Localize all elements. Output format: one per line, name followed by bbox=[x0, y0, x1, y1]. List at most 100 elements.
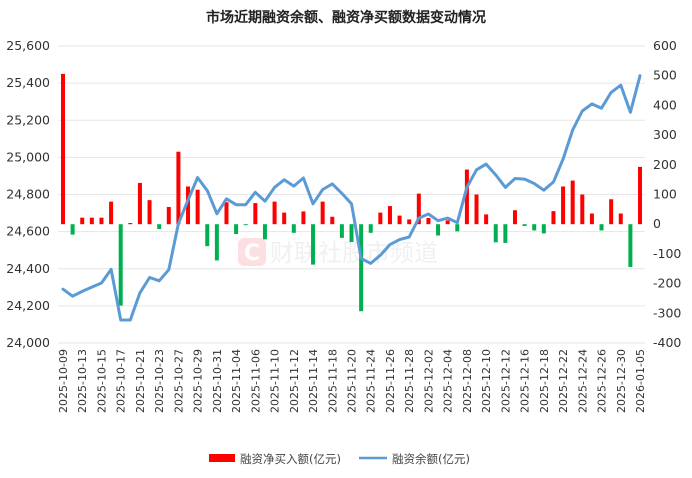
bar bbox=[628, 224, 633, 267]
bar bbox=[330, 216, 335, 225]
bar bbox=[195, 189, 200, 225]
bar bbox=[503, 224, 508, 243]
x-tick-label: 2025-11-10 bbox=[269, 349, 282, 413]
bar bbox=[282, 212, 287, 225]
bar bbox=[359, 224, 364, 312]
watermark-text: 财联社股市频道 bbox=[270, 239, 438, 267]
bar bbox=[147, 200, 152, 225]
bar bbox=[224, 202, 229, 225]
bar bbox=[70, 224, 75, 235]
x-tick-label: 2025-10-17 bbox=[115, 349, 128, 413]
y-right-tick-label: 400 bbox=[653, 97, 677, 112]
x-tick-label: 2025-10-29 bbox=[192, 349, 205, 413]
x-tick-label: 2025-10-31 bbox=[211, 349, 224, 413]
watermark-logo-letter: C bbox=[244, 241, 260, 266]
x-tick-label: 2025-12-12 bbox=[499, 349, 512, 413]
x-tick-label: 2026-01-05 bbox=[634, 349, 647, 413]
y-right-tick-label: -200 bbox=[653, 276, 681, 291]
bar bbox=[589, 213, 594, 225]
bar bbox=[61, 73, 65, 225]
bar bbox=[214, 224, 219, 261]
bar bbox=[128, 223, 133, 225]
bar bbox=[166, 206, 171, 225]
bar bbox=[580, 194, 585, 225]
bar bbox=[311, 224, 316, 265]
bar bbox=[609, 199, 614, 225]
y-left-tick-label: 24,600 bbox=[6, 224, 50, 239]
x-tick-label: 2025-12-24 bbox=[576, 349, 589, 413]
x-tick-label: 2025-12-08 bbox=[461, 349, 474, 413]
y-left-tick-label: 25,400 bbox=[6, 75, 50, 90]
y-left-tick-label: 25,600 bbox=[6, 38, 50, 53]
x-tick-label: 2025-12-26 bbox=[596, 349, 609, 413]
bar bbox=[512, 210, 517, 225]
x-tick-label: 2025-11-06 bbox=[249, 349, 262, 413]
bar bbox=[638, 166, 642, 225]
bar bbox=[320, 201, 325, 225]
bar bbox=[561, 186, 566, 225]
x-tick-label: 2025-12-30 bbox=[615, 349, 628, 413]
bar bbox=[262, 224, 267, 240]
bar bbox=[339, 224, 344, 238]
bar bbox=[243, 224, 248, 226]
bar bbox=[205, 224, 210, 247]
bar bbox=[551, 211, 556, 225]
legend: 融资净买入额(亿元) 融资余额(亿元) bbox=[209, 452, 470, 466]
watermark-logo bbox=[238, 238, 266, 266]
bar bbox=[522, 224, 527, 226]
bar bbox=[186, 186, 191, 225]
bar bbox=[618, 213, 623, 225]
bar bbox=[416, 193, 421, 225]
bar bbox=[426, 217, 431, 225]
bar bbox=[464, 169, 469, 225]
bar bbox=[484, 214, 489, 225]
y-left-tick-label: 24,400 bbox=[6, 261, 50, 276]
x-tick-label: 2025-12-16 bbox=[519, 349, 532, 413]
y-left-tick-label: 24,200 bbox=[6, 298, 50, 313]
bar bbox=[176, 151, 181, 225]
x-tick-label: 2025-11-20 bbox=[346, 349, 359, 413]
legend-swatch-bar bbox=[209, 454, 235, 462]
y-left-tick-label: 25,000 bbox=[6, 149, 50, 164]
bar bbox=[272, 201, 277, 225]
x-tick-label: 2025-10-15 bbox=[95, 349, 108, 413]
legend-label-line: 融资余额(亿元) bbox=[392, 452, 470, 466]
bar bbox=[349, 224, 354, 243]
gridlines bbox=[58, 45, 645, 344]
chart-title: 市场近期融资余额、融资净买额数据变动情况 bbox=[206, 9, 486, 26]
x-axis: 2025-10-09 2025-10-13 2025-10-15 2025-10-17… bbox=[57, 349, 647, 413]
y-axis-right: -400 -300 -200 -100 0 100 200 300 400 500 600 bbox=[653, 38, 681, 350]
y-right-tick-label: -400 bbox=[653, 335, 681, 350]
bar bbox=[253, 203, 258, 225]
bar bbox=[474, 194, 479, 225]
bar bbox=[234, 224, 239, 235]
x-tick-label: 2025-11-28 bbox=[403, 349, 416, 413]
x-tick-label: 2025-12-04 bbox=[442, 349, 455, 413]
x-tick-label: 2025-11-24 bbox=[365, 349, 378, 413]
bar bbox=[109, 201, 114, 225]
bar bbox=[301, 211, 306, 225]
y-right-tick-label: 0 bbox=[653, 216, 661, 231]
bar bbox=[80, 217, 85, 225]
y-left-tick-label: 24,800 bbox=[6, 187, 50, 202]
x-tick-label: 2025-12-10 bbox=[480, 349, 493, 413]
y-axis-left: 24,000 24,200 24,400 24,600 24,800 25,000 25,2… bbox=[6, 38, 50, 350]
bar bbox=[599, 224, 604, 231]
bar bbox=[397, 215, 402, 225]
x-tick-label: 2025-10-21 bbox=[134, 349, 147, 413]
line-path bbox=[61, 74, 642, 322]
x-tick-label: 2025-11-14 bbox=[307, 349, 320, 413]
bar bbox=[455, 224, 460, 232]
bar-series bbox=[61, 73, 642, 312]
bar bbox=[378, 212, 383, 225]
x-tick-label: 2025-11-26 bbox=[384, 349, 397, 413]
x-tick-label: 2025-10-27 bbox=[172, 349, 185, 413]
x-tick-label: 2025-10-23 bbox=[153, 349, 166, 413]
bar bbox=[445, 220, 450, 225]
y-right-tick-label: -300 bbox=[653, 305, 681, 320]
bar bbox=[387, 206, 392, 225]
y-right-tick-label: 100 bbox=[653, 187, 677, 202]
x-tick-label: 2025-12-02 bbox=[422, 349, 435, 413]
x-tick-label: 2025-11-18 bbox=[326, 349, 339, 413]
